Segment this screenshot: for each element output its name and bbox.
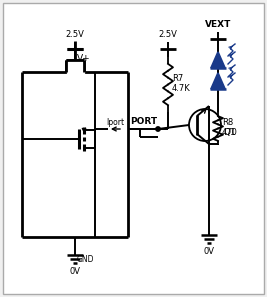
- Text: VEXT: VEXT: [205, 20, 231, 29]
- Text: 2.5V: 2.5V: [66, 30, 84, 39]
- Text: PORT: PORT: [130, 117, 157, 126]
- Polygon shape: [211, 52, 225, 68]
- FancyBboxPatch shape: [3, 3, 264, 294]
- Polygon shape: [66, 60, 84, 73]
- Text: 0V: 0V: [69, 267, 80, 276]
- Text: V+: V+: [77, 54, 91, 63]
- Polygon shape: [211, 73, 225, 89]
- Text: Q1: Q1: [223, 129, 236, 138]
- Text: R8: R8: [222, 118, 233, 127]
- Text: GND: GND: [77, 255, 95, 264]
- Text: 0V: 0V: [203, 247, 214, 256]
- Text: Iport: Iport: [106, 118, 124, 127]
- Text: 4.7K: 4.7K: [172, 84, 191, 93]
- Text: 2.5V: 2.5V: [159, 30, 178, 39]
- Text: R7: R7: [172, 74, 183, 83]
- Text: 470: 470: [222, 128, 238, 137]
- Circle shape: [156, 127, 160, 131]
